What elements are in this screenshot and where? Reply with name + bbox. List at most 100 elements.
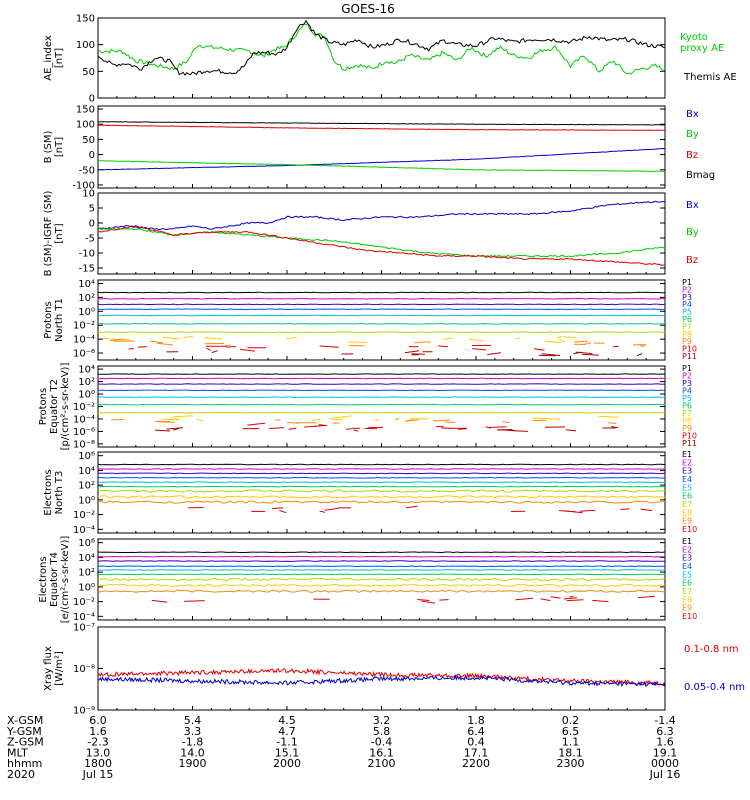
y-tick-label: 0 <box>89 150 95 161</box>
channel-segment <box>559 339 565 342</box>
channel-segment <box>598 415 620 418</box>
channel-segment <box>636 353 643 357</box>
y-tick-label: 0 <box>89 219 95 230</box>
channel-segment <box>472 348 487 351</box>
channel-label: E4 <box>682 475 692 484</box>
legend-label: Themis AE <box>683 72 737 83</box>
ephemeris-table: X-GSM 6.0 5.4 4.5 3.2 1.8 0.2 -1.4 Y-GSM 1.6 3.3 4.… <box>6 714 680 781</box>
channel-label: E7 <box>682 500 692 509</box>
y-axis-label: [nT] <box>54 223 65 243</box>
channel-label: P4 <box>682 300 692 309</box>
channel-segment <box>550 596 561 599</box>
channel-segment <box>433 419 451 422</box>
channel-segment <box>173 415 194 418</box>
channel-segment <box>239 348 255 352</box>
channel-segment <box>394 417 400 421</box>
ephemeris-value: 17.1 <box>464 746 489 759</box>
ephemeris-value: 6.5 <box>562 725 580 738</box>
channel-segment <box>640 345 646 347</box>
channel-segment <box>353 429 359 432</box>
series-line-bmag <box>98 121 665 126</box>
y-tick-label: -100 <box>72 180 95 191</box>
channel-segment <box>288 427 297 430</box>
series-line-bz <box>98 124 665 131</box>
channel-line <box>98 569 665 571</box>
channel-label: E1 <box>682 450 692 459</box>
y-tick-label: 10⁶ <box>78 451 95 462</box>
y-tick-label: 50 <box>82 135 95 146</box>
channel-label: E3 <box>682 554 692 563</box>
ephemeris-value: -1.8 <box>182 736 203 749</box>
channel-label: E2 <box>682 545 692 554</box>
channel-segment <box>640 508 653 512</box>
channel-segment <box>184 600 205 602</box>
channel-segment <box>285 337 297 340</box>
ephemeris-value: 6.0 <box>89 714 107 727</box>
y-tick-label: 10⁻⁶ <box>73 427 95 438</box>
plot-area <box>98 463 665 514</box>
channel-segment <box>439 599 449 601</box>
channel-segment <box>286 421 299 424</box>
ephemeris-value: 2100 <box>368 757 396 770</box>
channel-segment <box>592 599 609 603</box>
panel-frame <box>97 626 666 711</box>
ephemeris-value: 1.1 <box>562 736 580 749</box>
channel-label: P5 <box>682 308 692 317</box>
channel-segment <box>157 342 173 346</box>
channel-segment <box>304 425 316 428</box>
y-tick-label: 10⁴ <box>78 279 95 290</box>
y-axis-label: [nT] <box>54 137 65 157</box>
channel-line <box>98 583 665 588</box>
ephemeris-value: 4.5 <box>278 714 296 727</box>
channel-segment <box>515 337 521 340</box>
channel-segment <box>579 509 596 512</box>
channel-label: P8 <box>682 417 692 426</box>
channel-segment <box>565 429 577 432</box>
y-tick-label: -15 <box>79 264 95 275</box>
channel-segment <box>406 505 418 509</box>
y-axis-label: [W/m²] <box>54 651 65 686</box>
channel-segment <box>545 340 562 344</box>
channel-label: P3 <box>682 293 692 302</box>
legend-label: Kyoto <box>680 32 708 43</box>
channel-line <box>98 463 665 466</box>
channel-line <box>98 331 665 334</box>
channel-line <box>98 500 665 504</box>
channel-segment <box>438 345 448 348</box>
y-tick-label: 100 <box>76 40 95 51</box>
channel-segment <box>547 418 561 420</box>
channel-label: P6 <box>682 402 692 411</box>
ephemeris-value: 1.6 <box>89 725 107 738</box>
panel-frame <box>97 105 666 189</box>
channel-segment <box>515 597 534 601</box>
channel-label: E8 <box>682 595 692 604</box>
channel-line <box>98 377 665 380</box>
legend-label: Bx <box>686 200 699 211</box>
channel-label: P9 <box>682 337 692 346</box>
plot-area <box>98 291 665 357</box>
y-tick-label: 10² <box>78 377 95 388</box>
y-tick-label: 10 <box>82 189 95 200</box>
y-axis-label: B (SM)-IGRF (SM) <box>43 191 54 277</box>
channel-segment <box>163 336 181 340</box>
channel-segment <box>404 350 420 354</box>
panel-frame <box>97 279 666 361</box>
series-line-bx <box>98 200 665 231</box>
legend-label: Bmag <box>686 170 715 181</box>
panel-frame <box>97 192 666 275</box>
legend-label: By <box>686 129 699 140</box>
series-line-0-1-0-8-nm <box>98 667 665 687</box>
channel-segment <box>172 428 179 431</box>
channel-label: P8 <box>682 330 692 339</box>
channel-line <box>98 297 665 300</box>
ephemeris-value: -1.1 <box>276 736 297 749</box>
panel-2: -100 -50 0 50 100 150 B (SM) [nT] Bx By Bz Bmag <box>43 105 715 192</box>
channel-label: E10 <box>682 525 697 534</box>
channel-label: P10 <box>682 432 697 441</box>
channel-line <box>98 489 665 493</box>
ephemeris-value: 5.4 <box>184 714 202 727</box>
series-line-bz <box>98 225 665 266</box>
ephemeris-value: 2300 <box>557 757 585 770</box>
y-tick-label: 10⁻² <box>73 402 95 413</box>
